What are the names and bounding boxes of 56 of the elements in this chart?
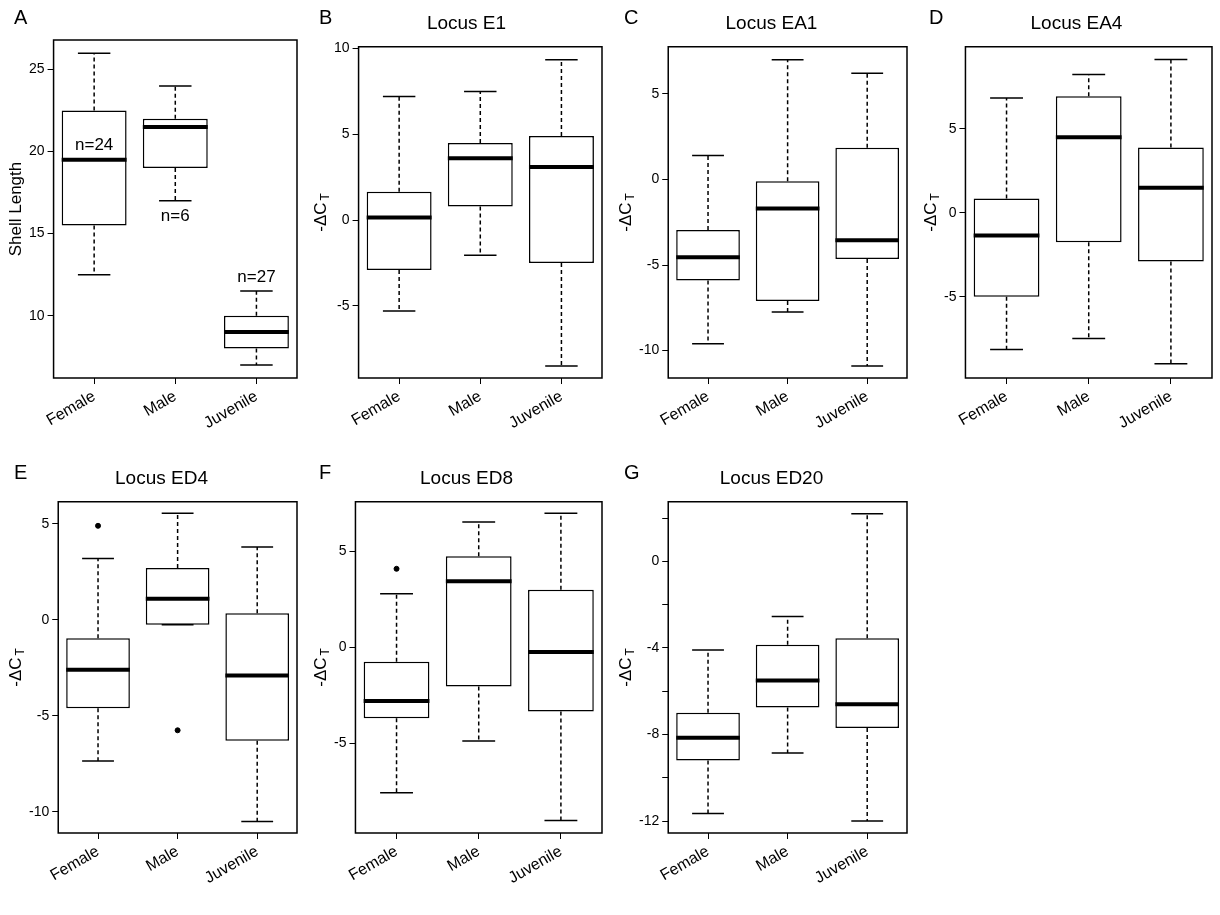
y-tick-label: 5 bbox=[651, 84, 660, 101]
y-tick-label: 15 bbox=[28, 224, 45, 241]
y-tick-label: -5 bbox=[944, 287, 957, 304]
y-axis-title: -ΔCT bbox=[310, 648, 332, 687]
y-tick-label: 5 bbox=[41, 514, 50, 531]
annotation: n=24 bbox=[75, 135, 114, 155]
y-tick-label: 0 bbox=[338, 638, 347, 655]
y-tick-label: 20 bbox=[28, 142, 45, 159]
chart-title: Locus EA4 bbox=[1030, 11, 1123, 33]
chart-title: Locus ED4 bbox=[115, 466, 209, 488]
chart-title: Locus E1 bbox=[426, 11, 507, 33]
y-tick-label: -12 bbox=[639, 811, 660, 828]
y-tick-label: -5 bbox=[36, 706, 50, 723]
text: F bbox=[319, 460, 332, 483]
x-tick-label: Male bbox=[142, 841, 182, 875]
y-axis-title: Shell Length bbox=[5, 161, 25, 257]
x-tick-label: Male bbox=[140, 386, 180, 420]
chart-title: Locus ED20 bbox=[719, 466, 824, 488]
y-tick-label: -10 bbox=[29, 802, 50, 819]
y-tick-label: 0 bbox=[651, 170, 660, 187]
y-tick-label: -4 bbox=[646, 638, 660, 655]
y-axis-title: -ΔCT bbox=[615, 193, 637, 232]
y-tick-label: 0 bbox=[341, 210, 350, 227]
y-axis-title: -ΔCT bbox=[920, 193, 942, 232]
text: E bbox=[14, 460, 28, 483]
annotation: n=6 bbox=[160, 206, 190, 226]
y-tick-label: -5 bbox=[337, 296, 350, 313]
x-tick-label: Male bbox=[1053, 386, 1093, 420]
y-tick-label: -5 bbox=[646, 255, 660, 272]
x-tick-label: Male bbox=[443, 841, 483, 875]
x-tick-label: Male bbox=[445, 386, 485, 420]
y-tick-label: 10 bbox=[28, 306, 45, 323]
text: G bbox=[624, 460, 640, 483]
text: D bbox=[929, 5, 944, 28]
y-axis-title: -ΔCT bbox=[310, 193, 332, 232]
y-tick-label: -10 bbox=[639, 341, 660, 358]
y-tick-label: 0 bbox=[41, 610, 50, 627]
annotation: n=27 bbox=[237, 266, 276, 286]
y-axis-title: -ΔCT bbox=[5, 648, 27, 687]
y-tick-label: 0 bbox=[651, 552, 660, 569]
chart-title: Locus ED8 bbox=[420, 466, 513, 488]
text: B bbox=[319, 5, 333, 28]
y-tick-label: 5 bbox=[341, 125, 350, 142]
y-tick-label: 5 bbox=[338, 542, 347, 559]
y-tick-label: -8 bbox=[646, 725, 660, 742]
x-tick-label: Male bbox=[752, 841, 792, 875]
y-tick-label: 10 bbox=[333, 39, 350, 56]
x-tick-label: Male bbox=[752, 386, 792, 420]
y-tick-label: 0 bbox=[948, 203, 957, 220]
y-tick-label: 25 bbox=[28, 60, 45, 77]
text: C bbox=[624, 5, 639, 28]
y-tick-label: 5 bbox=[948, 119, 957, 136]
y-tick-label: -5 bbox=[334, 733, 347, 750]
text: A bbox=[14, 5, 28, 28]
y-axis-title: -ΔCT bbox=[615, 648, 637, 687]
chart-title: Locus EA1 bbox=[725, 11, 818, 33]
